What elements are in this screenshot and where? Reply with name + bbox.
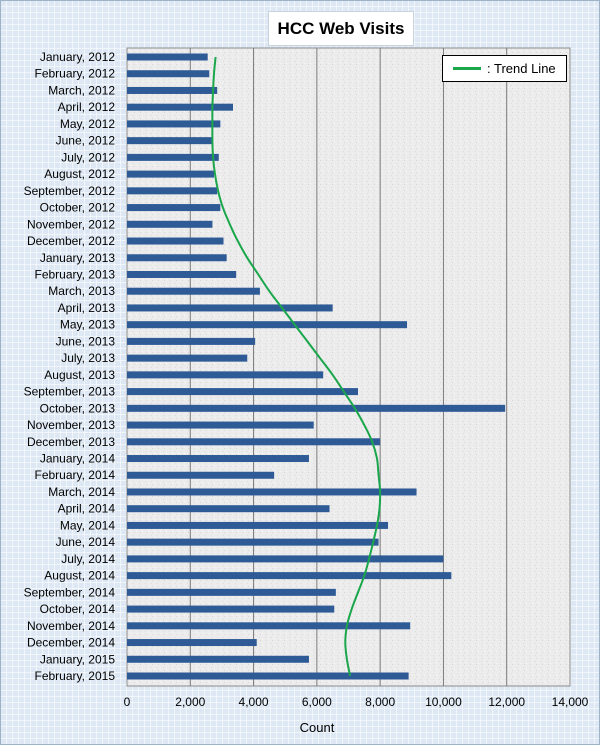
category-label: April, 2013 <box>58 301 116 315</box>
bar <box>127 421 314 429</box>
bar <box>127 471 275 479</box>
x-tick-label: 0 <box>124 695 131 709</box>
trend-line <box>211 56 382 677</box>
x-tick-label: 12,000 <box>488 695 525 709</box>
category-label: December, 2012 <box>27 234 115 248</box>
category-label: January, 2014 <box>40 452 115 466</box>
category-label: July, 2014 <box>61 552 115 566</box>
x-tick-label: 8,000 <box>365 695 395 709</box>
gridlines <box>189 48 508 686</box>
bar <box>127 371 324 379</box>
category-label: January, 2015 <box>40 652 115 666</box>
category-label: January, 2013 <box>40 251 115 265</box>
legend-swatch-trend-line <box>453 67 481 70</box>
category-label: March, 2012 <box>48 83 115 97</box>
x-tick-label: 6,000 <box>302 695 332 709</box>
bar <box>127 488 417 496</box>
category-label: December, 2013 <box>27 435 115 449</box>
bar <box>127 254 227 262</box>
category-label: November, 2012 <box>27 217 115 231</box>
category-label: April, 2012 <box>58 100 116 114</box>
bar <box>127 455 309 463</box>
bar <box>127 672 409 680</box>
bar <box>127 354 248 362</box>
bar <box>127 622 411 630</box>
category-label: July, 2013 <box>61 351 115 365</box>
x-tick-label: 10,000 <box>425 695 462 709</box>
legend-label-trend-line: : Trend Line <box>487 61 556 76</box>
category-label: November, 2013 <box>27 418 115 432</box>
bar <box>127 321 408 329</box>
bar <box>127 438 381 446</box>
x-axis-label: Count <box>300 720 335 735</box>
category-label: November, 2014 <box>27 619 115 633</box>
category-label: October, 2012 <box>40 201 116 215</box>
chart-title-text: HCC Web Visits <box>277 18 405 38</box>
bar <box>127 505 330 513</box>
bar <box>127 170 215 178</box>
bar <box>127 337 256 345</box>
category-label: September, 2013 <box>24 385 116 399</box>
category-label: September, 2014 <box>24 585 116 599</box>
bar <box>127 521 389 529</box>
bar <box>127 655 309 663</box>
bar <box>127 137 213 145</box>
category-label: March, 2013 <box>48 284 115 298</box>
category-label: February, 2015 <box>35 669 116 683</box>
x-axis-ticks: 0 2,000 4,000 6,000 8,000 10,000 12,000 14,000 <box>124 695 589 709</box>
bar <box>127 220 213 228</box>
category-label: June, 2013 <box>56 334 116 348</box>
legend: : Trend Line <box>442 55 567 82</box>
category-label: February, 2014 <box>35 468 116 482</box>
bar <box>127 404 506 412</box>
bar <box>127 639 257 647</box>
bar <box>127 187 218 195</box>
x-tick-label: 2,000 <box>175 695 205 709</box>
category-label: October, 2013 <box>40 401 116 415</box>
trend-line-layer <box>211 56 382 677</box>
bar <box>127 53 208 61</box>
category-label: December, 2014 <box>27 636 115 650</box>
bar <box>127 572 452 580</box>
category-label: May, 2014 <box>60 518 115 532</box>
bar <box>127 86 218 94</box>
category-label: June, 2014 <box>56 535 116 549</box>
bar <box>127 555 444 563</box>
category-labels: January, 2012 February, 2012 March, 2012 Ap… <box>24 50 116 683</box>
category-label: August, 2013 <box>44 368 115 382</box>
bar <box>127 237 224 245</box>
category-label: February, 2012 <box>35 67 116 81</box>
category-label: January, 2012 <box>40 50 115 64</box>
x-tick-label: 4,000 <box>239 695 269 709</box>
bar <box>127 605 335 613</box>
category-label: May, 2012 <box>60 117 115 131</box>
category-label: July, 2012 <box>61 150 115 164</box>
category-label: February, 2013 <box>35 267 116 281</box>
bar <box>127 538 379 546</box>
bar <box>127 287 260 295</box>
bar <box>127 588 336 596</box>
category-label: September, 2012 <box>24 184 116 198</box>
bars <box>127 53 506 680</box>
bar <box>127 103 234 111</box>
category-label: August, 2014 <box>44 569 115 583</box>
category-label: June, 2012 <box>56 134 116 148</box>
category-label: October, 2014 <box>40 602 116 616</box>
bar <box>127 120 221 128</box>
category-label: April, 2014 <box>58 502 116 516</box>
category-label: May, 2013 <box>60 318 115 332</box>
bar <box>127 70 210 78</box>
x-tick-label: 14,000 <box>552 695 589 709</box>
bar <box>127 270 237 278</box>
bar <box>127 204 221 212</box>
bar <box>127 388 358 396</box>
bar <box>127 153 219 161</box>
chart-title: HCC Web Visits <box>268 11 414 46</box>
category-label: March, 2014 <box>48 485 115 499</box>
category-label: August, 2012 <box>44 167 115 181</box>
bar <box>127 304 333 312</box>
